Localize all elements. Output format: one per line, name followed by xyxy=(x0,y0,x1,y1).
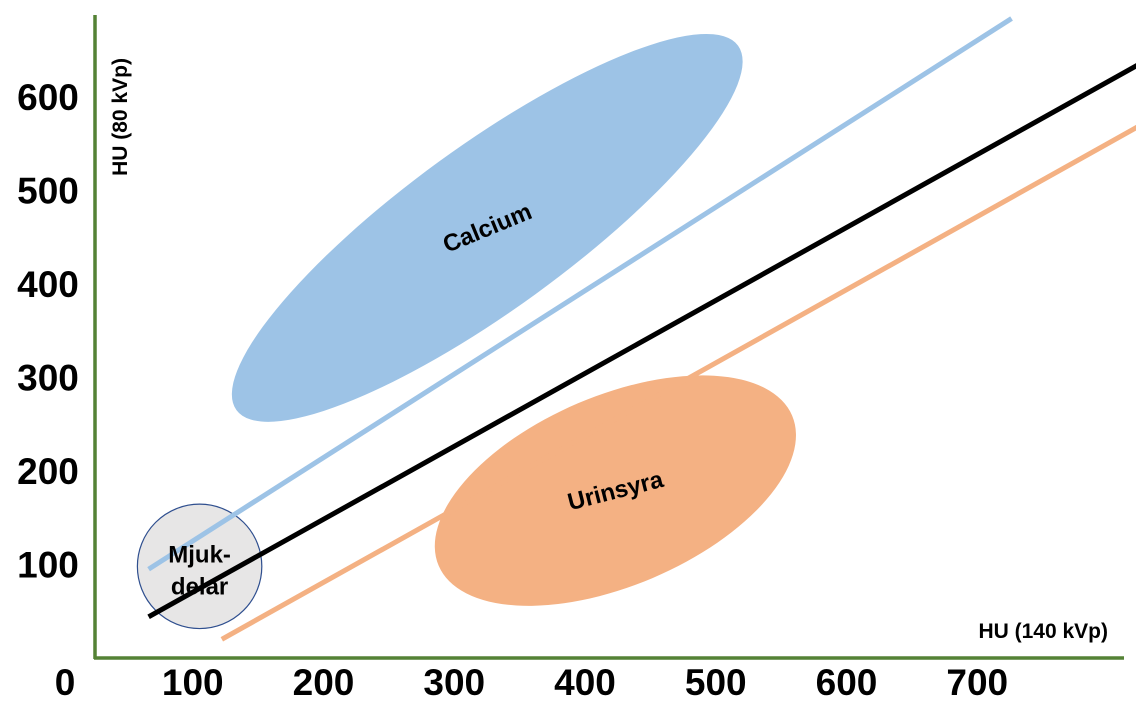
region-mjukdelar-label-line: delar xyxy=(171,573,228,600)
y-tick-label: 300 xyxy=(17,358,79,399)
x-tick-label: 700 xyxy=(946,662,1008,703)
lines-layer xyxy=(147,16,1136,642)
y-tick-label: 600 xyxy=(17,77,79,118)
x-tick-label: 500 xyxy=(685,662,747,703)
region-urinsyra-ellipse xyxy=(434,375,796,606)
region-calcium-ellipse xyxy=(231,33,743,422)
y-tick-label: 400 xyxy=(17,264,79,305)
y-tick-label: 200 xyxy=(17,451,79,492)
y-tick-label: 100 xyxy=(17,545,79,586)
region-mjukdelar-label: Mjuk-delar xyxy=(168,541,231,600)
x-tick-label: 0 xyxy=(55,662,76,703)
x-tick-label: 400 xyxy=(554,662,616,703)
y-tick-label: 500 xyxy=(17,171,79,212)
region-mjukdelar-label-line: Mjuk- xyxy=(168,541,231,568)
x-tick-label: 300 xyxy=(423,662,485,703)
x-tick-label: 200 xyxy=(293,662,355,703)
axes-layer xyxy=(93,15,1124,660)
line-urinsyra-boundary xyxy=(220,124,1136,642)
x-axis-title: HU (140 kVp) xyxy=(978,620,1108,643)
region-mjukdelar-circle xyxy=(136,503,263,630)
line-identity xyxy=(147,63,1136,620)
y-axis-title: HU (80 kVp) xyxy=(109,58,132,176)
x-tick-label: 600 xyxy=(816,662,878,703)
line-calcium-boundary xyxy=(147,16,1013,572)
regions-layer xyxy=(136,33,796,630)
x-tick-label: 100 xyxy=(162,662,224,703)
